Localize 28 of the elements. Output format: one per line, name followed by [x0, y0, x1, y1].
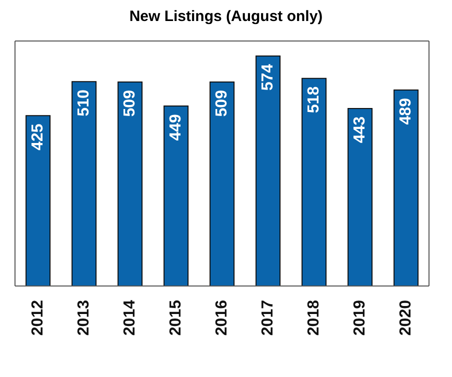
bar — [394, 90, 419, 286]
bar — [72, 81, 97, 286]
data-label: 509 — [122, 90, 139, 117]
data-label: 510 — [76, 90, 93, 116]
bar — [348, 108, 373, 286]
x-tick-label: 2019 — [352, 300, 368, 336]
x-tick-label: 2017 — [260, 300, 276, 336]
x-tick-label: 2012 — [30, 300, 46, 336]
data-label: 509 — [214, 90, 231, 117]
x-tick-label: 2016 — [214, 300, 230, 336]
data-label: 489 — [398, 98, 415, 125]
chart-title: New Listings (August only) — [128, 8, 324, 27]
data-label: 518 — [306, 86, 323, 114]
x-tick-label: 2020 — [398, 300, 414, 336]
x-tick-label: 2018 — [306, 300, 322, 336]
bar — [26, 115, 51, 286]
data-label: 574 — [260, 64, 277, 91]
bar — [302, 78, 327, 286]
data-label: 425 — [30, 124, 47, 150]
data-label: 443 — [352, 116, 369, 144]
x-tick-label: 2015 — [168, 300, 184, 336]
data-label: 449 — [168, 114, 185, 141]
x-tick-label: 2014 — [122, 300, 138, 336]
bar — [164, 106, 189, 286]
bar — [256, 55, 281, 286]
x-tick-label: 2013 — [76, 300, 92, 336]
bar — [210, 82, 235, 286]
bar — [118, 82, 143, 286]
